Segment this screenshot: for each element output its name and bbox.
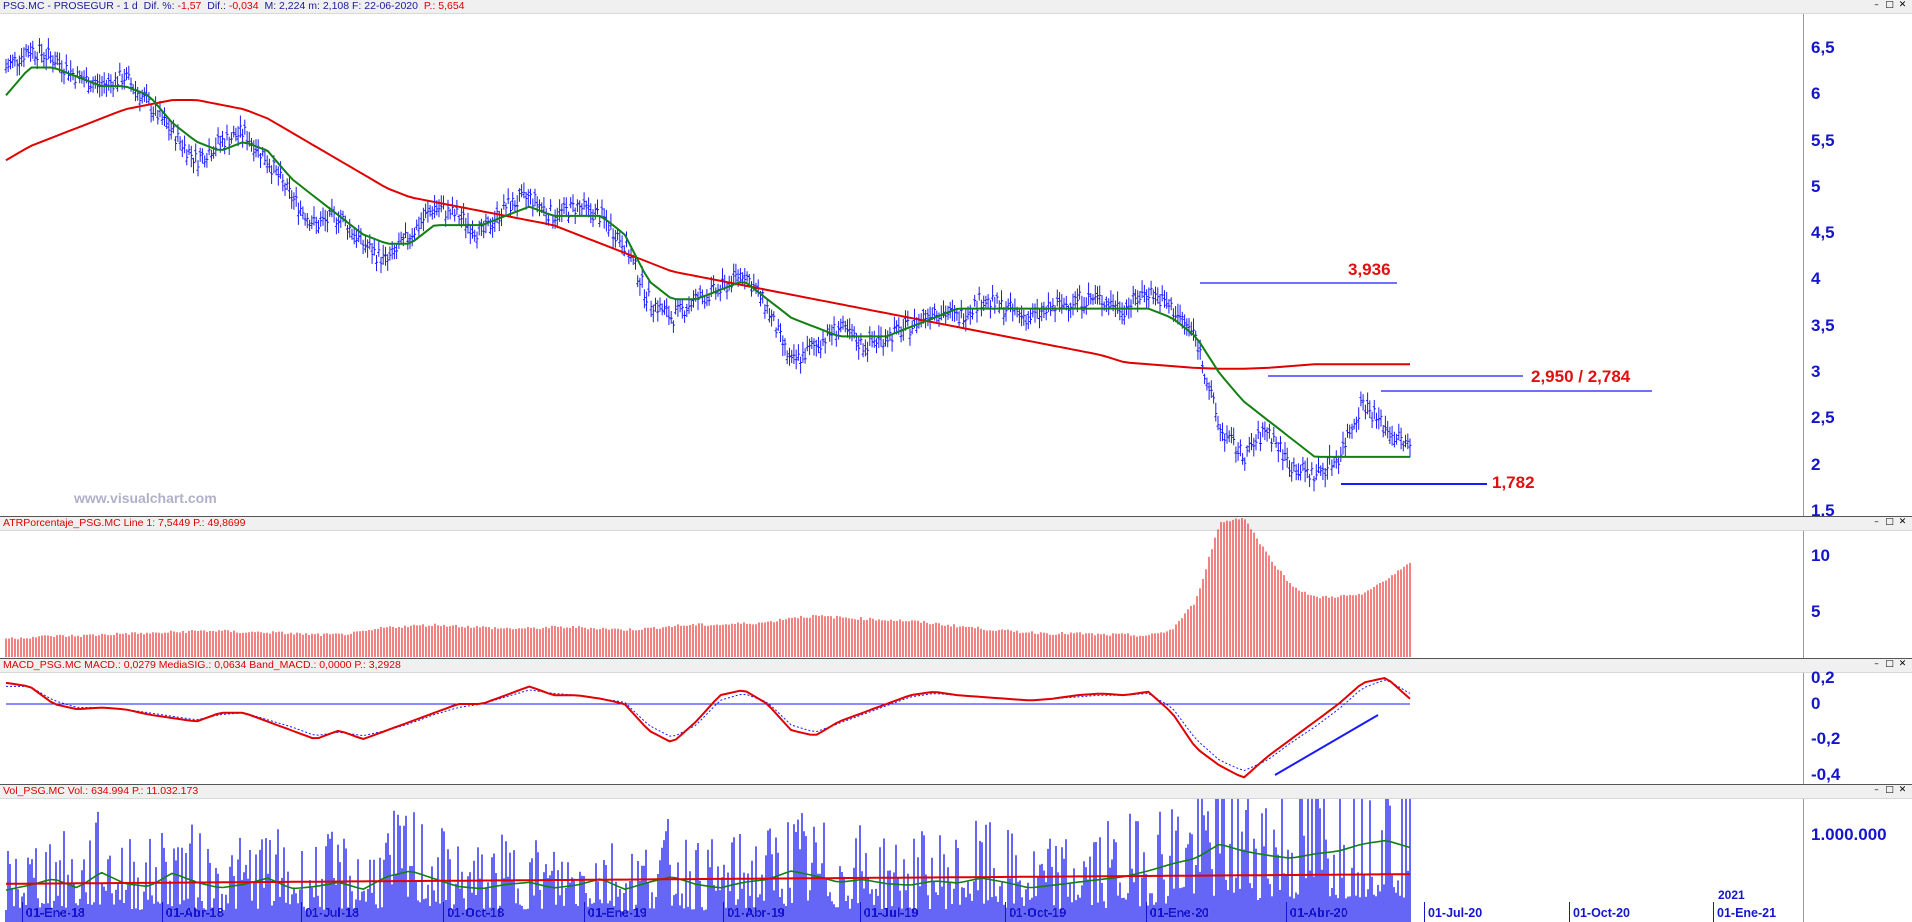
price-tick-label: 5 (1811, 177, 1821, 196)
date-tick (1713, 902, 1714, 922)
atr-chart[interactable] (0, 517, 1803, 659)
date-tick (1005, 902, 1006, 922)
date-label: 01-Jul-19 (864, 906, 919, 920)
minimize-icon[interactable]: – (1874, 517, 1879, 527)
annotation-mid: 2,950 / 2,784 (1531, 367, 1631, 386)
macd-line (5, 676, 1411, 779)
date-tick (860, 902, 861, 922)
watermark: www.visualchart.com (74, 490, 217, 506)
price-tick-label: 3 (1811, 362, 1821, 381)
close-icon[interactable]: ✕ (1898, 0, 1907, 10)
price-tick-label: 2,5 (1811, 408, 1835, 427)
macd-axis-line (1803, 673, 1804, 785)
date-label: 01-Ene-20 (1150, 906, 1210, 920)
date-label: 01-Oct-19 (1009, 906, 1066, 920)
volume-axis-line (1803, 799, 1804, 922)
macd-tick-label: 0 (1811, 694, 1821, 713)
price-axis-line (1803, 14, 1804, 516)
date-tick (22, 902, 23, 922)
minimize-icon[interactable]: – (1874, 785, 1879, 795)
date-label: 01-Abr-20 (1290, 906, 1348, 920)
atr-panel[interactable]: ATRPorcentaje_PSG.MC Line 1: 7,5449 P.: … (0, 516, 1912, 659)
volume-panel-header: Vol_PSG.MC Vol.: 634.994 P.: 11.032.173 … (0, 785, 1912, 799)
year-marker: 2021 (1718, 888, 1745, 902)
volume-avg-long-line (6, 873, 1410, 885)
date-label: 01-Oct-20 (1573, 906, 1630, 920)
price-panel-window-buttons: – □ ✕ (1871, 0, 1908, 13)
price-tick-label: 4 (1811, 269, 1821, 288)
atr-tick-label: 10 (1811, 546, 1830, 565)
macd-tick-label: -0,2 (1811, 729, 1841, 748)
price-tick-label: 2 (1811, 455, 1821, 474)
minimize-icon[interactable]: – (1874, 0, 1879, 10)
close-icon[interactable]: ✕ (1898, 517, 1907, 527)
close-icon[interactable]: ✕ (1898, 659, 1907, 669)
atr-bars (5, 518, 1411, 657)
date-label: 01-Oct-18 (447, 906, 504, 920)
price-tick-label: 6 (1811, 84, 1821, 103)
price-panel-header: PSG.MC - PROSEGUR - 1 d Dif. %: -1,57 Di… (0, 0, 1912, 14)
price-panel-title: PSG.MC - PROSEGUR - 1 d Dif. %: -1,57 Di… (3, 0, 465, 12)
date-tick (1424, 902, 1425, 922)
maximize-icon[interactable]: □ (1885, 785, 1894, 795)
annotation-low: 1,782 (1492, 473, 1535, 492)
macd-chart[interactable] (0, 659, 1803, 785)
volume-chart[interactable] (0, 785, 1803, 922)
date-tick (443, 902, 444, 922)
price-chart[interactable] (0, 0, 1803, 516)
date-tick (1146, 902, 1147, 922)
price-tick-label: 4,5 (1811, 223, 1835, 242)
date-label: 01-Jul-18 (305, 906, 360, 920)
volume-panel-window-buttons: – □ ✕ (1871, 785, 1908, 798)
date-tick (1569, 902, 1570, 922)
macd-panel-window-buttons: – □ ✕ (1871, 659, 1908, 672)
price-tick-label: 5,5 (1811, 131, 1835, 150)
date-tick (584, 902, 585, 922)
minimize-icon[interactable]: – (1874, 659, 1879, 669)
macd-panel[interactable]: MACD_PSG.MC MACD.: 0,0279 MediaSIG.: 0,0… (0, 658, 1912, 785)
price-tick-label: 1,5 (1811, 501, 1835, 517)
macd-panel-title: MACD_PSG.MC MACD.: 0,0279 MediaSIG.: 0,0… (3, 659, 401, 671)
atr-tick-label: 5 (1811, 602, 1821, 621)
atr-panel-window-buttons: – □ ✕ (1871, 517, 1908, 530)
atr-panel-header: ATRPorcentaje_PSG.MC Line 1: 7,5449 P.: … (0, 517, 1912, 531)
date-tick (162, 902, 163, 922)
macd-panel-header: MACD_PSG.MC MACD.: 0,0279 MediaSIG.: 0,0… (0, 659, 1912, 673)
date-label: 01-Ene-18 (26, 906, 86, 920)
date-tick (1286, 902, 1287, 922)
price-tick-label: 3,5 (1811, 316, 1835, 335)
price-panel[interactable]: PSG.MC - PROSEGUR - 1 d Dif. %: -1,57 Di… (0, 0, 1912, 516)
volume-bars (5, 799, 1411, 922)
atr-axis-line (1803, 531, 1804, 659)
volume-panel-title: Vol_PSG.MC Vol.: 634.994 P.: 11.032.173 (3, 785, 199, 797)
macd-signal-line (6, 679, 1411, 772)
price-tick-label: 6,5 (1811, 38, 1835, 57)
maximize-icon[interactable]: □ (1885, 517, 1894, 527)
date-label: 01-Abr-18 (166, 906, 224, 920)
date-label: 01-Abr-19 (727, 906, 785, 920)
volume-tick-label: 1.000.000 (1811, 825, 1887, 844)
date-tick (301, 902, 302, 922)
maximize-icon[interactable]: □ (1885, 659, 1894, 669)
date-label: 01-Ene-19 (588, 906, 648, 920)
date-label: 01-Ene-21 (1717, 906, 1777, 920)
annotation-top: 3,936 (1348, 260, 1391, 279)
macd-tick-label: 0,2 (1811, 668, 1835, 687)
sma-long-line (5, 99, 1410, 370)
price-bars (4, 38, 1412, 492)
sma-short-line (5, 66, 1410, 458)
volume-panel[interactable]: Vol_PSG.MC Vol.: 634.994 P.: 11.032.173 … (0, 784, 1912, 922)
volume-avg-short-line (5, 839, 1411, 891)
date-label: 01-Jul-20 (1428, 906, 1483, 920)
close-icon[interactable]: ✕ (1898, 785, 1907, 795)
date-tick (723, 902, 724, 922)
macd-divergence-line (1274, 714, 1379, 776)
maximize-icon[interactable]: □ (1885, 0, 1894, 10)
atr-panel-title: ATRPorcentaje_PSG.MC Line 1: 7,5449 P.: … (3, 517, 246, 529)
macd-tick-label: -0,4 (1811, 765, 1841, 784)
